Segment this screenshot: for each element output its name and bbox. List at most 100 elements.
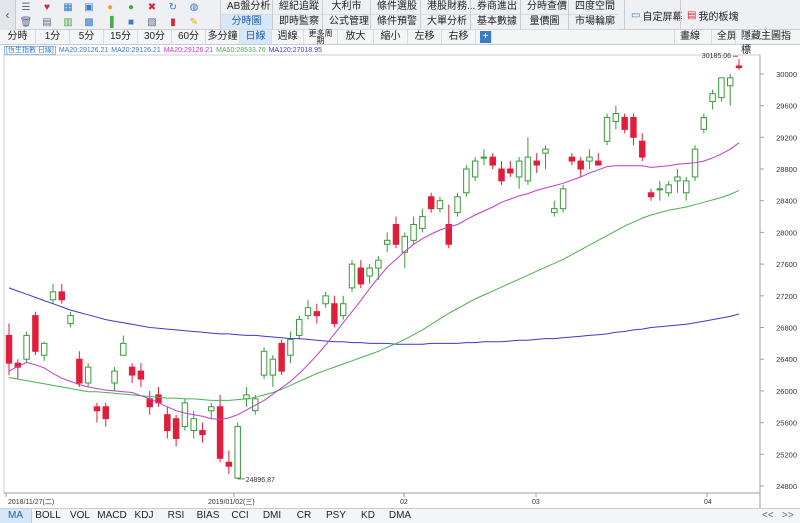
globe-icon[interactable]: ◍	[189, 2, 199, 13]
bars-icon[interactable]: ▐	[106, 17, 114, 28]
indicator-tab[interactable]: BOLL	[35, 510, 61, 521]
grid-icon[interactable]: ▦	[63, 2, 73, 13]
candle-body	[23, 334, 30, 360]
period-button[interactable]: 右移	[442, 30, 476, 44]
period-button[interactable]: 5分	[70, 30, 104, 44]
refresh-icon[interactable]: ↻	[168, 2, 178, 13]
candle-body	[128, 366, 136, 376]
tile-icon[interactable]: ▩	[84, 17, 94, 28]
menu-item[interactable]: 港股財務...	[421, 0, 475, 15]
period-button[interactable]: 更多周期	[304, 30, 338, 45]
coin-icon[interactable]: ●	[106, 2, 114, 13]
menu-item[interactable]: 即時監察	[273, 15, 322, 30]
menu-item[interactable]: AB盤分析	[221, 0, 272, 15]
menu-item[interactable]: 分時查價	[521, 0, 568, 15]
candlestick-chart[interactable]: 24800 25200 25600 26000 26400 26800 27200 27600…	[0, 45, 800, 508]
candle-body	[278, 342, 285, 372]
back-arrow-icon[interactable]: ‹	[0, 0, 16, 30]
candle-body	[216, 406, 224, 459]
indicator-tab[interactable]: MACD	[97, 510, 127, 521]
period-button[interactable]: 15分	[104, 30, 138, 44]
chart-option-button[interactable]: 畫線	[674, 30, 705, 44]
indicator-tab[interactable]: DMA	[388, 510, 412, 521]
menu-item[interactable]: 條件預警	[371, 15, 420, 30]
x-tick-label: 2019/01/02(三)	[208, 498, 255, 506]
y-tick-label: 28800	[776, 165, 797, 174]
period-button[interactable]: 1分	[36, 30, 70, 44]
indicator-tab[interactable]: KDJ	[134, 510, 154, 521]
y-tick-label: 25200	[776, 450, 797, 459]
board-icon: ▤	[687, 9, 697, 21]
green-dot-icon[interactable]: ●	[127, 2, 135, 13]
period-button[interactable]: 縮小	[374, 30, 408, 44]
period-button[interactable]: 放大	[338, 30, 374, 44]
period-button[interactable]: 30分	[138, 30, 172, 44]
menu-item[interactable]: 大單分析	[421, 15, 470, 30]
menu-item[interactable]: 經紀追蹤	[273, 0, 322, 15]
candle-body	[181, 402, 189, 428]
candle-body	[656, 188, 664, 191]
close-icon[interactable]: ✖	[147, 2, 157, 13]
indicator-tab[interactable]: DMI	[262, 510, 282, 521]
indicator-tab[interactable]: VOL	[69, 510, 90, 521]
candle-body	[454, 196, 461, 214]
y-tick-label: 27200	[776, 292, 797, 301]
period-button[interactable]: 左移	[408, 30, 442, 44]
menu-item[interactable]: 市場輪廓	[569, 15, 618, 30]
tab-scroll-left-icon[interactable]: <<	[762, 510, 774, 521]
trash-icon[interactable]: 🗑	[19, 17, 33, 28]
tab-scroll-right-icon[interactable]: >>	[782, 510, 794, 521]
candle-body	[313, 311, 321, 317]
period-button[interactable]: +	[480, 31, 492, 43]
candle-body	[322, 295, 329, 305]
y-tick-label: 29200	[776, 133, 797, 142]
period-button[interactable]: 60分	[172, 30, 206, 44]
heart-icon[interactable]: ♥	[44, 2, 50, 13]
x-tick-label: 03	[532, 499, 540, 506]
menu-item[interactable]: 量價圖	[521, 15, 568, 30]
layout-icon[interactable]: ▧	[147, 17, 157, 28]
period-button[interactable]: 日線	[240, 30, 272, 44]
indicator-tab[interactable]: CR	[296, 510, 312, 521]
candle-body	[304, 307, 312, 317]
indicator-tab[interactable]: CCI	[231, 510, 249, 521]
sheet-icon[interactable]: ▥	[63, 17, 73, 28]
menu-item[interactable]: 券商進出	[471, 0, 520, 15]
period-button[interactable]: 多分鐘	[206, 30, 240, 44]
custom-screen-button[interactable]: ▭ 自定屏幕	[624, 0, 688, 30]
menu-item[interactable]: 條件選股	[371, 0, 420, 15]
x-tick-label: 02	[400, 499, 408, 506]
period-button[interactable]: 週線	[272, 30, 304, 44]
candle-body	[225, 461, 233, 467]
chart-option-button[interactable]: 全屏	[711, 30, 742, 44]
ma-legend: [恆生指數 日線] MA20:29126.21 MA20:29126.21 MA20:…	[4, 46, 325, 56]
candle-body	[190, 418, 197, 432]
ma120-line	[8, 287, 740, 345]
candle-body	[586, 156, 593, 162]
indicator-tab[interactable]: PSY	[325, 510, 346, 521]
list-icon[interactable]: ☰	[21, 2, 31, 13]
y-tick-label: 26800	[776, 324, 797, 333]
indicator-tab[interactable]: BIAS	[196, 510, 220, 521]
menu-item[interactable]: 四度空間	[569, 0, 618, 15]
window-icon[interactable]: ▣	[84, 2, 94, 13]
menu-item[interactable]: 基本數據	[471, 15, 520, 30]
x-tick-label: 2018/11/27(二)	[8, 499, 54, 506]
period-button[interactable]: 分時	[0, 30, 36, 44]
indicator-tab[interactable]: RSI	[167, 510, 185, 521]
candle-body	[401, 235, 409, 253]
table-icon[interactable]: ▤	[42, 17, 52, 28]
menu-item[interactable]: 大利市	[323, 0, 370, 15]
pencil-icon[interactable]: ✎	[189, 17, 199, 28]
y-tick-label: 26400	[776, 355, 797, 364]
candle-body	[339, 303, 347, 317]
my-board-button[interactable]: ▤ 我的板塊	[680, 0, 744, 30]
menu-item[interactable]: 分時圖	[221, 15, 272, 30]
square-icon[interactable]: ■	[127, 17, 135, 28]
menu-item[interactable]: 公式管理	[323, 15, 370, 30]
indicator-tab[interactable]: KD	[361, 510, 375, 521]
chart-icon[interactable]: ▮	[170, 17, 176, 28]
chart-option-button[interactable]: 隱藏主圖指標	[735, 30, 800, 56]
indicator-tab[interactable]: MA	[0, 509, 32, 523]
candle-body	[542, 148, 549, 154]
